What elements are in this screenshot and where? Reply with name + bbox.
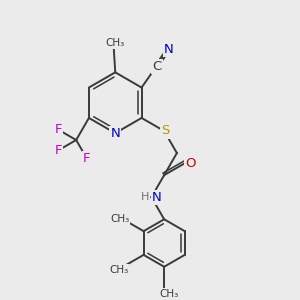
Text: O: O — [185, 157, 196, 170]
Text: F: F — [54, 123, 62, 136]
Text: N: N — [152, 191, 161, 204]
Text: CH₃: CH₃ — [109, 265, 128, 275]
Text: CH₃: CH₃ — [110, 214, 129, 224]
Text: C: C — [152, 60, 162, 73]
Text: F: F — [54, 144, 62, 157]
Text: F: F — [83, 152, 90, 165]
Text: S: S — [161, 124, 170, 137]
Text: N: N — [110, 127, 120, 140]
Text: N: N — [164, 43, 173, 56]
Text: H: H — [141, 192, 149, 202]
Text: CH₃: CH₃ — [105, 38, 124, 48]
Text: CH₃: CH₃ — [160, 289, 179, 299]
